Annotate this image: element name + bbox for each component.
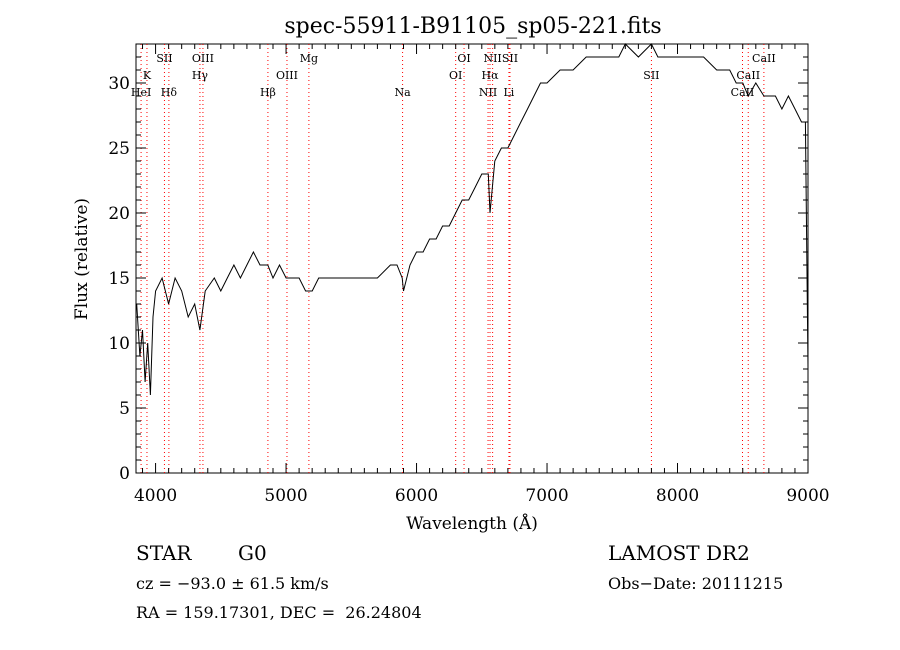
line-label: Na bbox=[394, 86, 411, 99]
line-label: OIII bbox=[192, 52, 214, 65]
line-label: CaII bbox=[736, 69, 760, 82]
x-tick-label: 4000 bbox=[134, 486, 177, 506]
line-label: CaII bbox=[752, 52, 776, 65]
line-label: Mg bbox=[300, 52, 318, 65]
y-tick-label: 5 bbox=[119, 399, 130, 419]
observation-date: Obs−Date: 20111215 bbox=[608, 574, 784, 593]
coordinates: RA = 159.17301, DEC = 26.24804 bbox=[136, 603, 422, 622]
y-axis-label: Flux (relative) bbox=[72, 198, 92, 320]
line-label: Hβ bbox=[260, 86, 276, 99]
chart-title: spec-55911-B91105_sp05-221.fits bbox=[284, 14, 661, 39]
object-class: STAR bbox=[136, 541, 192, 565]
line-label: HeI bbox=[131, 86, 151, 99]
y-tick-label: 0 bbox=[119, 464, 130, 484]
line-label: K bbox=[143, 69, 152, 82]
line-label: SII bbox=[643, 69, 659, 82]
x-tick-label: 5000 bbox=[264, 486, 307, 506]
line-label: Hδ bbox=[161, 86, 178, 99]
line-label: OI bbox=[449, 69, 462, 82]
x-tick-label: 9000 bbox=[786, 486, 829, 506]
y-tick-label: 15 bbox=[108, 269, 130, 289]
y-tick-label: 20 bbox=[108, 204, 130, 224]
line-markers bbox=[140, 44, 765, 473]
x-tick-label: 7000 bbox=[525, 486, 568, 506]
x-tick-label: 8000 bbox=[656, 486, 699, 506]
line-label: Hγ bbox=[192, 69, 209, 82]
x-tick-label: 6000 bbox=[395, 486, 438, 506]
line-label: NII bbox=[483, 52, 501, 65]
spectrum-line bbox=[136, 43, 809, 396]
x-axis: 4000 5000 6000 7000 8000 9000 bbox=[134, 44, 830, 506]
line-label: Li bbox=[504, 86, 515, 99]
redshift-velocity: cz = −93.0 ± 61.5 km/s bbox=[136, 574, 329, 593]
line-label: NII bbox=[479, 86, 497, 99]
y-tick-label: 30 bbox=[108, 74, 130, 94]
y-axis: 0 5 10 15 20 25 30 bbox=[108, 43, 808, 484]
line-label: Hα bbox=[481, 69, 499, 82]
line-label: OI bbox=[457, 52, 470, 65]
y-tick-label: 25 bbox=[108, 139, 130, 159]
plot-frame bbox=[135, 43, 809, 474]
y-tick-label: 10 bbox=[108, 334, 130, 354]
survey-name: LAMOST DR2 bbox=[608, 541, 750, 565]
line-label: SII bbox=[156, 52, 172, 65]
line-label: OIII bbox=[276, 69, 298, 82]
object-subclass: G0 bbox=[238, 541, 267, 565]
x-axis-label: Wavelength (Å) bbox=[406, 513, 538, 534]
line-label: SII bbox=[502, 52, 518, 65]
